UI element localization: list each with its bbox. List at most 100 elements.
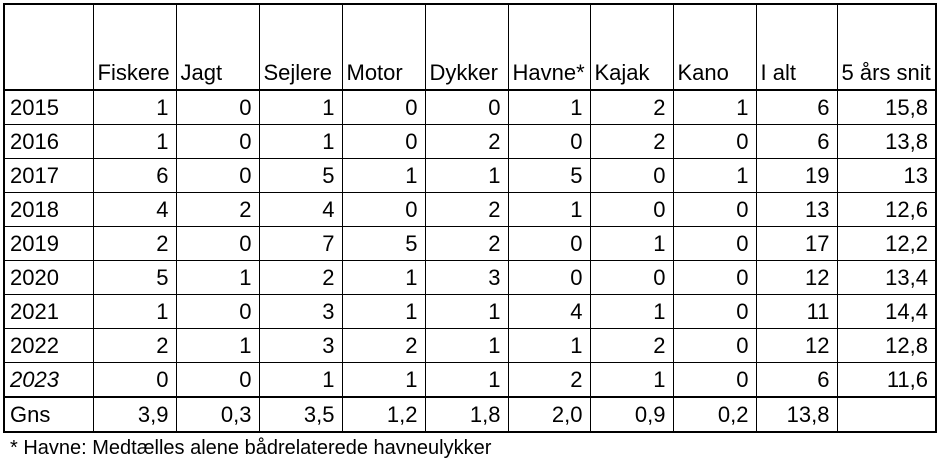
value-cell: 0 bbox=[175, 89, 260, 125]
value-cell: 1 bbox=[589, 226, 674, 261]
summary-value-cell: 0,2 bbox=[672, 396, 757, 433]
value-cell: 2 bbox=[507, 362, 591, 398]
value-cell: 1 bbox=[507, 89, 591, 125]
value-cell: 0 bbox=[589, 158, 674, 193]
summary-value-cell bbox=[836, 396, 937, 433]
value-cell: 1 bbox=[424, 158, 509, 193]
value-cell: 2 bbox=[341, 328, 426, 363]
footnote: * Havne: Medtælles alene bådrelaterede h… bbox=[10, 437, 492, 459]
corner-cell bbox=[3, 3, 94, 91]
value-cell: 2 bbox=[589, 328, 674, 363]
value-cell: 19 bbox=[755, 158, 838, 193]
value-cell: 1 bbox=[175, 260, 260, 295]
value-cell: 13 bbox=[755, 192, 838, 227]
summary-label: Gns bbox=[3, 396, 94, 433]
accident-statistics-table: Fiskere Jagt Sejlere Motor Dykker Havne* Kajak… bbox=[3, 3, 937, 433]
table-row: 2017 6 0 5 1 1 5 0 1 19 13 bbox=[3, 158, 937, 193]
value-cell: 13,4 bbox=[836, 260, 937, 295]
value-cell: 4 bbox=[92, 192, 177, 227]
value-cell: 5 bbox=[341, 226, 426, 261]
table-row: 2015 1 0 1 0 0 1 2 1 6 15,8 bbox=[3, 89, 937, 125]
value-cell: 1 bbox=[424, 362, 509, 398]
value-cell: 1 bbox=[175, 328, 260, 363]
column-header: Kajak bbox=[589, 3, 674, 91]
table-row: 2022 2 1 3 2 1 1 2 0 12 12,8 bbox=[3, 328, 937, 363]
value-cell: 17 bbox=[755, 226, 838, 261]
value-cell: 1 bbox=[341, 158, 426, 193]
year-cell: 2016 bbox=[3, 124, 94, 159]
summary-value-cell: 3,9 bbox=[92, 396, 177, 433]
value-cell: 5 bbox=[92, 260, 177, 295]
value-cell: 1 bbox=[92, 294, 177, 329]
value-cell: 0 bbox=[589, 260, 674, 295]
value-cell: 3 bbox=[258, 294, 343, 329]
column-header: Motor bbox=[341, 3, 426, 91]
value-cell: 12 bbox=[755, 260, 838, 295]
value-cell: 1 bbox=[341, 362, 426, 398]
value-cell: 2 bbox=[92, 328, 177, 363]
value-cell: 1 bbox=[258, 89, 343, 125]
value-cell: 13 bbox=[836, 158, 937, 193]
value-cell: 0 bbox=[672, 226, 757, 261]
table-row: 2020 5 1 2 1 3 0 0 0 12 13,4 bbox=[3, 260, 937, 295]
value-cell: 2 bbox=[424, 192, 509, 227]
year-cell: 2015 bbox=[3, 89, 94, 125]
value-cell: 4 bbox=[258, 192, 343, 227]
year-cell: 2021 bbox=[3, 294, 94, 329]
value-cell: 1 bbox=[92, 89, 177, 125]
value-cell: 0 bbox=[92, 362, 177, 398]
value-cell: 0 bbox=[175, 294, 260, 329]
value-cell: 1 bbox=[507, 328, 591, 363]
summary-value-cell: 2,0 bbox=[507, 396, 591, 433]
value-cell: 1 bbox=[589, 294, 674, 329]
value-cell: 0 bbox=[672, 192, 757, 227]
value-cell: 12,8 bbox=[836, 328, 937, 363]
column-header: Jagt bbox=[175, 3, 260, 91]
summary-row: Gns 3,9 0,3 3,5 1,2 1,8 2,0 0,9 0,2 13,8 bbox=[3, 396, 937, 433]
value-cell: 2 bbox=[589, 89, 674, 125]
value-cell: 15,8 bbox=[836, 89, 937, 125]
value-cell: 0 bbox=[672, 328, 757, 363]
value-cell: 0 bbox=[175, 158, 260, 193]
value-cell: 1 bbox=[258, 124, 343, 159]
summary-value-cell: 1,2 bbox=[341, 396, 426, 433]
value-cell: 0 bbox=[424, 89, 509, 125]
value-cell: 12,6 bbox=[836, 192, 937, 227]
table-row: 2016 1 0 1 0 2 0 2 0 6 13,8 bbox=[3, 124, 937, 159]
value-cell: 0 bbox=[175, 226, 260, 261]
value-cell: 1 bbox=[589, 362, 674, 398]
value-cell: 0 bbox=[507, 226, 591, 261]
value-cell: 1 bbox=[341, 294, 426, 329]
value-cell: 11 bbox=[755, 294, 838, 329]
value-cell: 13,8 bbox=[836, 124, 937, 159]
column-header: Kano bbox=[672, 3, 757, 91]
value-cell: 1 bbox=[507, 192, 591, 227]
year-cell: 2023 bbox=[3, 362, 94, 398]
value-cell: 2 bbox=[424, 226, 509, 261]
value-cell: 0 bbox=[341, 89, 426, 125]
column-header: Havne* bbox=[507, 3, 591, 91]
value-cell: 0 bbox=[672, 124, 757, 159]
column-header: 5 års snit bbox=[836, 3, 937, 91]
value-cell: 6 bbox=[755, 89, 838, 125]
value-cell: 4 bbox=[507, 294, 591, 329]
value-cell: 6 bbox=[755, 362, 838, 398]
year-cell: 2022 bbox=[3, 328, 94, 363]
column-header: Fiskere bbox=[92, 3, 177, 91]
value-cell: 3 bbox=[424, 260, 509, 295]
value-cell: 2 bbox=[175, 192, 260, 227]
value-cell: 2 bbox=[92, 226, 177, 261]
value-cell: 0 bbox=[341, 192, 426, 227]
table-row: 2021 1 0 3 1 1 4 1 0 11 14,4 bbox=[3, 294, 937, 329]
value-cell: 1 bbox=[424, 294, 509, 329]
value-cell: 0 bbox=[672, 260, 757, 295]
value-cell: 0 bbox=[507, 260, 591, 295]
value-cell: 6 bbox=[755, 124, 838, 159]
summary-value-cell: 0,3 bbox=[175, 396, 260, 433]
year-cell: 2019 bbox=[3, 226, 94, 261]
value-cell: 0 bbox=[589, 192, 674, 227]
value-cell: 0 bbox=[175, 124, 260, 159]
value-cell: 5 bbox=[507, 158, 591, 193]
value-cell: 2 bbox=[424, 124, 509, 159]
